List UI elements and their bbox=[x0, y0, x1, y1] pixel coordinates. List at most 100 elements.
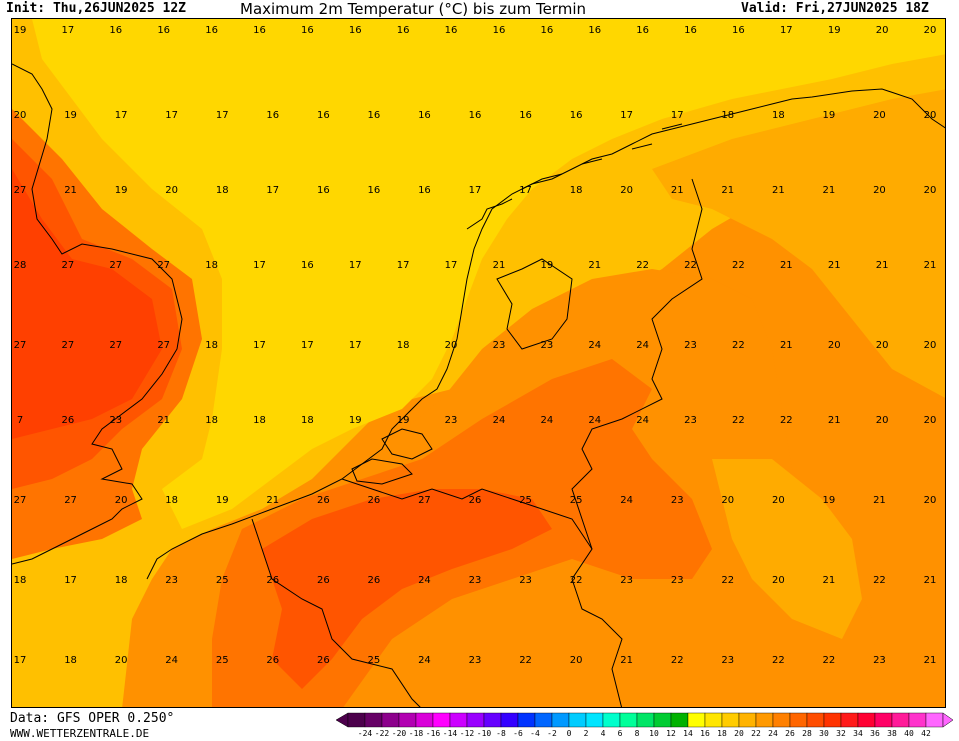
color-scale-swatch bbox=[721, 712, 740, 728]
temperature-value: 20 bbox=[772, 495, 785, 506]
color-scale-tick: -10 bbox=[476, 729, 492, 738]
color-scale-swatch bbox=[619, 712, 638, 728]
temperature-value: 17 bbox=[14, 655, 27, 666]
temperature-value: 23 bbox=[445, 415, 458, 426]
temperature-value: 25 bbox=[570, 495, 583, 506]
temperature-value: 23 bbox=[684, 340, 697, 351]
color-scale-swatch bbox=[636, 712, 655, 728]
temperature-value: 18 bbox=[205, 340, 218, 351]
temperature-value: 16 bbox=[157, 25, 170, 36]
temperature-value: 21 bbox=[828, 260, 841, 271]
temperature-value: 24 bbox=[418, 575, 431, 586]
color-scale-tick: 18 bbox=[717, 729, 727, 738]
color-scale-tick: -18 bbox=[408, 729, 424, 738]
temperature-value: 23 bbox=[493, 340, 506, 351]
temperature-value: 16 bbox=[636, 25, 649, 36]
temperature-value: 27 bbox=[14, 185, 27, 196]
temperature-value: 17 bbox=[349, 340, 362, 351]
temperature-value: 22 bbox=[684, 260, 697, 271]
temperature-value: 28 bbox=[14, 260, 27, 271]
temperature-value: 18 bbox=[205, 260, 218, 271]
website-label: WWW.WETTERZENTRALE.DE bbox=[10, 727, 150, 740]
temperature-value: 21 bbox=[823, 575, 836, 586]
temperature-value: 22 bbox=[721, 575, 734, 586]
temperature-value: 18 bbox=[64, 655, 77, 666]
color-scale-tick: 6 bbox=[617, 729, 623, 738]
temperature-value: 26 bbox=[62, 415, 75, 426]
color-scale-swatch bbox=[602, 712, 621, 728]
temperature-value: 22 bbox=[772, 655, 785, 666]
temperature-value: 25 bbox=[368, 655, 381, 666]
temperature-value: 17 bbox=[620, 110, 633, 121]
temperature-value: 16 bbox=[469, 110, 482, 121]
temperature-map: 19 17 16 16 16 16 16 16 16 16 16 16 16 16 16 16 17 19 20 20… bbox=[11, 18, 946, 708]
temperature-value: 22 bbox=[823, 655, 836, 666]
temperature-value: 20 bbox=[721, 495, 734, 506]
color-scale-tick: 10 bbox=[649, 729, 659, 738]
temperature-value: 16 bbox=[418, 185, 431, 196]
temperature-value: 21 bbox=[924, 260, 937, 271]
color-scale-swatch bbox=[466, 712, 485, 728]
temperature-value: 19 bbox=[349, 415, 362, 426]
temperature-value: 17 bbox=[780, 25, 793, 36]
color-scale-tick: -6 bbox=[513, 729, 523, 738]
temperature-value: 27 bbox=[109, 260, 122, 271]
temperature-value: 18 bbox=[115, 575, 128, 586]
color-scale-tick: 28 bbox=[802, 729, 812, 738]
temperature-value: 20 bbox=[924, 185, 937, 196]
temperature-value: 27 bbox=[157, 260, 170, 271]
temperature-value: 17 bbox=[62, 25, 75, 36]
temperature-value: 26 bbox=[469, 495, 482, 506]
color-scale-tick: 42 bbox=[921, 729, 931, 738]
temperature-value: 21 bbox=[828, 415, 841, 426]
temperature-value: 16 bbox=[418, 110, 431, 121]
temperature-value: 16 bbox=[301, 260, 314, 271]
temperature-value: 17 bbox=[301, 340, 314, 351]
temperature-value: 24 bbox=[620, 495, 633, 506]
temperature-value: 17 bbox=[216, 110, 229, 121]
temperature-value: 20 bbox=[115, 655, 128, 666]
color-scale-swatch bbox=[517, 712, 536, 728]
color-scale-swatch bbox=[806, 712, 825, 728]
color-scale-swatch bbox=[772, 712, 791, 728]
temperature-value: 17 bbox=[165, 110, 178, 121]
temperature-value: 20 bbox=[445, 340, 458, 351]
color-scale-swatch bbox=[398, 712, 417, 728]
temperature-value: 16 bbox=[266, 110, 279, 121]
temperature-value: 7 bbox=[17, 415, 23, 426]
temperature-value: 18 bbox=[721, 110, 734, 121]
color-scale-swatch bbox=[449, 712, 468, 728]
temperature-value: 24 bbox=[493, 415, 506, 426]
temperature-value: 18 bbox=[14, 575, 27, 586]
temperature-value: 27 bbox=[157, 340, 170, 351]
temperature-value: 21 bbox=[588, 260, 601, 271]
temperature-value: 27 bbox=[14, 340, 27, 351]
temperature-value: 27 bbox=[64, 495, 77, 506]
temperature-value: 17 bbox=[349, 260, 362, 271]
color-scale-swatch bbox=[874, 712, 893, 728]
color-scale-tick: 26 bbox=[785, 729, 795, 738]
temperature-value: 22 bbox=[570, 575, 583, 586]
country-borders bbox=[251, 178, 703, 707]
temperature-value: 20 bbox=[165, 185, 178, 196]
color-scale-tick: 32 bbox=[836, 729, 846, 738]
color-scale-tick: -12 bbox=[459, 729, 475, 738]
temperature-value: 19 bbox=[540, 260, 553, 271]
color-scale-swatch bbox=[381, 712, 400, 728]
color-scale-tick: -16 bbox=[425, 729, 441, 738]
temperature-value: 20 bbox=[924, 340, 937, 351]
color-scale-tick: -20 bbox=[391, 729, 407, 738]
temperature-value: 24 bbox=[418, 655, 431, 666]
color-scale-tick: -4 bbox=[530, 729, 540, 738]
temperature-value: 26 bbox=[317, 655, 330, 666]
temperature-value: 16 bbox=[588, 25, 601, 36]
temperature-value: 24 bbox=[636, 415, 649, 426]
temperature-value: 20 bbox=[924, 25, 937, 36]
color-scale-tick: 0 bbox=[566, 729, 572, 738]
temperature-value: 19 bbox=[14, 25, 27, 36]
color-scale-swatch bbox=[483, 712, 502, 728]
field-belgium-26 bbox=[262, 489, 552, 689]
temperature-value: 17 bbox=[64, 575, 77, 586]
color-scale-swatch bbox=[415, 712, 434, 728]
temperature-value: 16 bbox=[684, 25, 697, 36]
